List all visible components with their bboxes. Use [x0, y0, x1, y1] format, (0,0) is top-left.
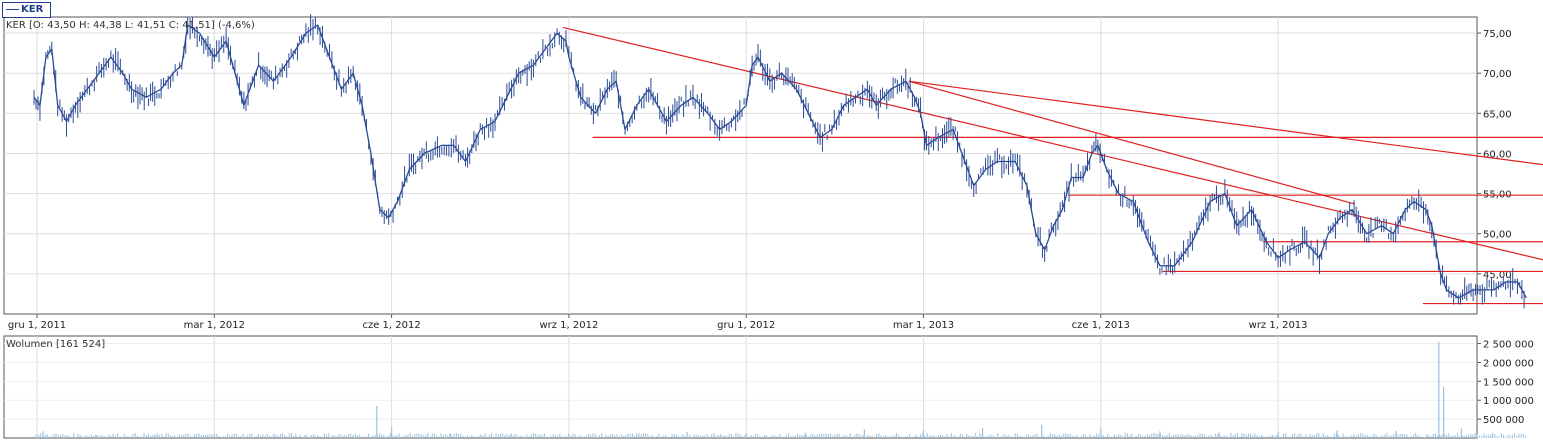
volume-tick-label: 500 000 [1483, 415, 1524, 426]
price-panel-frame [3, 16, 1478, 315]
price-series-line [33, 24, 1527, 299]
x-tick-label: mar 1, 2012 [184, 320, 245, 331]
y-tick-label: 45,00 [1483, 270, 1512, 281]
x-tick-label: gru 1, 2011 [8, 320, 66, 331]
volume-bars [33, 432, 1527, 438]
legend-symbol: KER [21, 4, 44, 15]
volume-info: Wolumen [161 524] [6, 339, 106, 350]
x-tick-label: cze 1, 2013 [1072, 320, 1130, 331]
x-tick-label: gru 1, 2012 [717, 320, 775, 331]
volume-tick-label: 1 500 000 [1483, 377, 1534, 388]
y-tick-label: 75,00 [1483, 29, 1512, 40]
trend-line [908, 80, 1543, 166]
volume-panel-frame [3, 335, 1478, 439]
y-tick-label: 60,00 [1483, 149, 1512, 160]
y-tick-label: 70,00 [1483, 69, 1512, 80]
y-tick-label: 65,00 [1483, 109, 1512, 120]
legend-line-icon [6, 9, 19, 10]
trend-line [908, 80, 1356, 205]
x-tick-label: wrz 1, 2012 [539, 320, 598, 331]
y-tick-label: 50,00 [1483, 230, 1512, 241]
symbol-legend[interactable]: KER [2, 2, 51, 18]
price-info: KER [O: 43,50 H: 44,38 L: 41,51 C: 41,51… [6, 20, 255, 31]
volume-tick-label: 2 000 000 [1483, 358, 1534, 369]
volume-tick-label: 2 500 000 [1483, 340, 1534, 351]
x-tick-label: mar 1, 2013 [893, 320, 954, 331]
volume-tick-label: 1 000 000 [1483, 396, 1534, 407]
x-tick-label: wrz 1, 2013 [1249, 320, 1308, 331]
x-tick-label: cze 1, 2012 [362, 320, 420, 331]
